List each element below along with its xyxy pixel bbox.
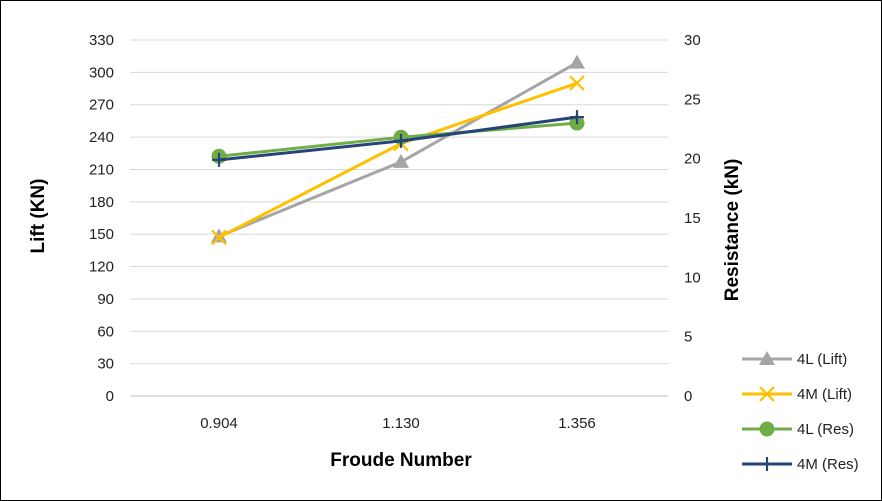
left-tick-label: 300: [89, 64, 114, 81]
data-point: [211, 229, 227, 246]
right-tick-label: 20: [684, 151, 701, 168]
legend-marker: [759, 421, 775, 437]
marker-stroke: [569, 75, 585, 91]
x-tick-label: 1.356: [558, 415, 596, 432]
left-tick-label: 30: [97, 356, 114, 373]
series-3: [212, 110, 584, 167]
legend-label: 4M (Res): [797, 456, 859, 473]
legend-label: 4L (Res): [797, 421, 854, 438]
legend-marker: [759, 386, 775, 402]
x-tick-label: 0.904: [200, 415, 238, 432]
left-tick-label: 90: [97, 291, 114, 308]
left-tick-label: 120: [89, 259, 114, 276]
legend-marker: [760, 457, 774, 471]
right-tick-label: 0: [684, 388, 692, 405]
left-tick-label: 210: [89, 161, 114, 178]
left-axis-title: Lift (KN): [28, 179, 49, 254]
left-tick-label: 150: [89, 226, 114, 243]
right-tick-label: 5: [684, 329, 692, 346]
legend-item: 4L (Lift): [742, 351, 847, 368]
data-point: [393, 153, 409, 168]
legend-item: 4M (Lift): [742, 386, 852, 403]
data-point: [394, 133, 408, 148]
x-axis-title: Froude Number: [330, 450, 472, 471]
left-axis-ticks: 0 30 60 90 120 150 180 210 240 270 300 330: [89, 32, 114, 405]
left-tick-label: 240: [89, 129, 114, 146]
series-group: [211, 54, 585, 246]
series-0: [211, 54, 585, 243]
legend-marker: [759, 351, 775, 365]
left-tick-label: 330: [89, 32, 114, 49]
x-axis-ticks: 0.904 1.130 1.356: [200, 415, 596, 432]
data-point: [212, 152, 226, 167]
data-point: [570, 110, 584, 125]
right-axis-ticks: 0 5 10 15 20 25 30: [684, 32, 701, 405]
legend-item: 4M (Res): [742, 456, 859, 473]
right-axis-title: Resistance (kN): [722, 159, 743, 302]
right-tick-label: 25: [684, 91, 701, 108]
marker-stroke: [211, 229, 227, 246]
x-tick-label: 1.130: [382, 415, 420, 432]
marker-stroke: [759, 386, 775, 402]
legend: 4L (Lift) 4M (Lift) 4L (Res) 4M (Res): [742, 351, 859, 473]
right-tick-label: 30: [684, 32, 701, 49]
left-tick-label: 0: [106, 388, 114, 405]
right-tick-label: 15: [684, 210, 701, 227]
data-point: [211, 228, 227, 243]
legend-label: 4M (Lift): [797, 386, 852, 403]
left-tick-label: 270: [89, 97, 114, 114]
legend-item: 4L (Res): [742, 421, 854, 438]
left-tick-label: 60: [97, 323, 114, 340]
data-point: [569, 75, 585, 91]
legend-label: 4L (Lift): [797, 351, 847, 368]
right-tick-label: 10: [684, 269, 701, 286]
gridlines: [130, 39, 668, 397]
data-point: [569, 54, 585, 69]
left-tick-label: 180: [89, 194, 114, 211]
